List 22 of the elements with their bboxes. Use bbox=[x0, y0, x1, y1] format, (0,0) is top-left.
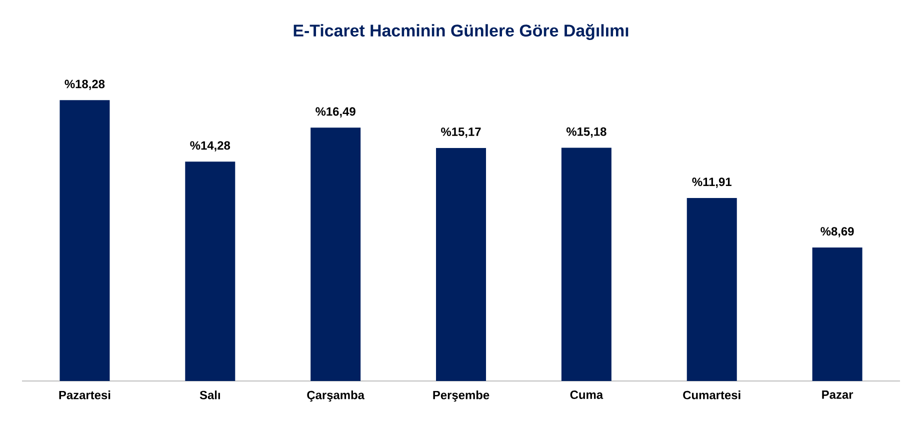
x-tick-label: Çarşamba bbox=[307, 390, 365, 402]
data-label: %11,91 bbox=[692, 178, 732, 188]
bar bbox=[436, 148, 486, 381]
bar bbox=[310, 128, 361, 381]
x-tick-label: Perşembe bbox=[433, 390, 490, 402]
bar bbox=[185, 162, 236, 381]
x-tick-label: Pazar bbox=[822, 390, 854, 399]
bar bbox=[60, 100, 110, 381]
data-label: %14,28 bbox=[190, 141, 230, 152]
bar bbox=[686, 198, 737, 381]
x-tick-label: Pazartesi bbox=[59, 390, 110, 400]
bar bbox=[561, 148, 612, 381]
bar bbox=[812, 247, 862, 381]
chart-title: E-Ticaret Hacminin Günlere Göre Dağılımı bbox=[294, 24, 628, 40]
x-tick-label: Cumartesi bbox=[683, 390, 740, 400]
x-tick-label: Salı bbox=[200, 390, 220, 400]
data-label: %8,69 bbox=[820, 227, 854, 238]
data-label: %15,17 bbox=[441, 128, 481, 138]
x-tick-label: Cuma bbox=[570, 390, 604, 399]
data-label: %18,28 bbox=[64, 80, 105, 90]
data-label: %15,18 bbox=[566, 127, 606, 138]
data-label: %16,49 bbox=[316, 107, 356, 118]
